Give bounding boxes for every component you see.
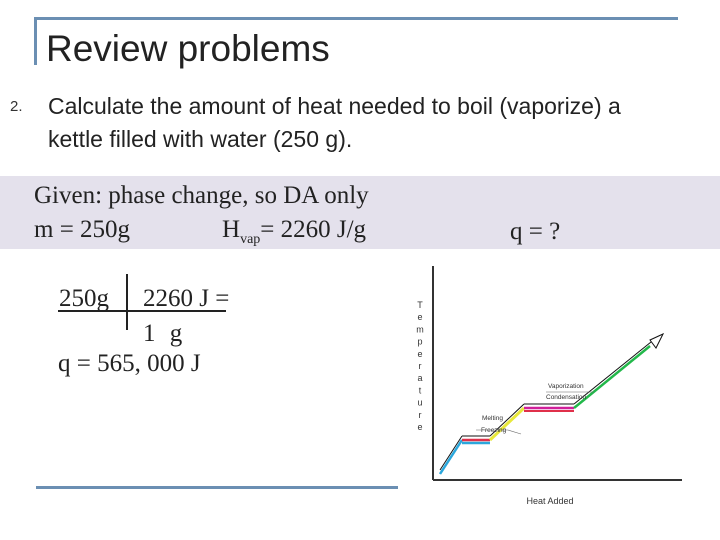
hvap-value: = 2260 J/g [260, 216, 367, 243]
bottom-rule [36, 486, 416, 489]
calc-fraction-line [58, 310, 226, 312]
question-text: Calculate the amount of heat needed to b… [48, 93, 621, 152]
calc-numerator: 2260 J = [143, 285, 230, 312]
x-axis-label: Heat Added [526, 496, 573, 506]
gas-heating-segment [573, 345, 651, 409]
gas-heating-guide [573, 337, 657, 405]
unknown-q: q = ? [510, 218, 561, 245]
condensation-label: Condensation [546, 394, 586, 401]
freezing-label: Freezing [481, 427, 507, 434]
graph-background [398, 262, 690, 512]
given-mass: m = 250g [34, 216, 131, 243]
melting-label: Melting [482, 415, 503, 422]
calc-mass: 250g [59, 285, 109, 312]
calc-denominator: 1 g [143, 320, 187, 347]
title-frame-left-rule [34, 17, 37, 65]
slide-title: Review problems [46, 28, 330, 69]
solid-heating-segment [438, 439, 464, 475]
given-line: Given: phase change, so DA only [34, 182, 369, 209]
question-number: 2. [10, 98, 23, 115]
title-frame-top-rule [34, 17, 678, 20]
hvap-symbol: H [222, 216, 241, 243]
liquid-heating-segment [488, 406, 526, 442]
calc-result: q = 565, 000 J [58, 350, 201, 377]
calc-divider-line [126, 274, 128, 330]
given-band [0, 176, 720, 249]
liquid-heating-guide [489, 403, 525, 437]
solid-heating-guide [439, 435, 463, 471]
curve-arrowhead [649, 332, 665, 349]
hvap-subscript: vap [240, 232, 261, 247]
vaporization-label: Vaporization [548, 383, 584, 390]
given-hvap: Hvap= 2260 J/g [222, 216, 366, 248]
freezing-pointer-line [507, 429, 522, 435]
